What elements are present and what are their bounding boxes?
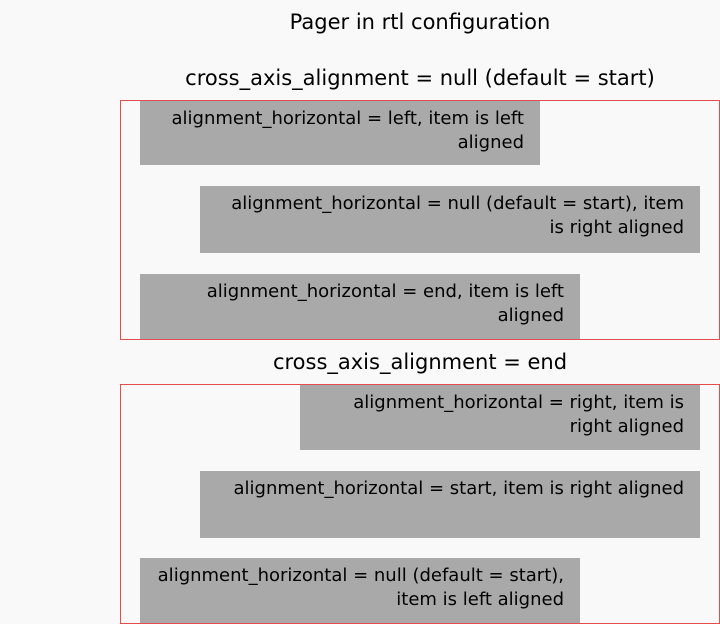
pager-item-align-right[interactable]: alignment_horizontal = right, item is ri… <box>300 385 700 450</box>
page-title: Pager in rtl configuration <box>289 10 551 34</box>
pager-frame-end[interactable]: alignment_horizontal = right, item is ri… <box>120 384 720 624</box>
pager-item-label: alignment_horizontal = left, item is lef… <box>171 108 525 153</box>
pager-item-align-end[interactable]: alignment_horizontal = end, item is left… <box>140 274 580 339</box>
pager-item-label: alignment_horizontal = null (default = s… <box>157 565 564 610</box>
pager-item-align-null[interactable]: alignment_horizontal = null (default = s… <box>200 186 700 253</box>
pager-item-label: alignment_horizontal = right, item is ri… <box>353 392 684 437</box>
pager-item-label: alignment_horizontal = start, item is ri… <box>233 478 684 499</box>
pager-item-align-null-start[interactable]: alignment_horizontal = null (default = s… <box>140 558 580 623</box>
pager-item-align-left[interactable]: alignment_horizontal = left, item is lef… <box>140 101 540 165</box>
pager-item-label: alignment_horizontal = end, item is left… <box>206 281 564 326</box>
pager-item-label: alignment_horizontal = null (default = s… <box>231 193 684 238</box>
pager-item-align-start[interactable]: alignment_horizontal = start, item is ri… <box>200 471 700 538</box>
section-heading-end: cross_axis_alignment = end <box>272 350 568 374</box>
section-heading-default: cross_axis_alignment = null (default = s… <box>185 66 655 90</box>
pager-frame-default[interactable]: alignment_horizontal = left, item is lef… <box>120 100 720 340</box>
